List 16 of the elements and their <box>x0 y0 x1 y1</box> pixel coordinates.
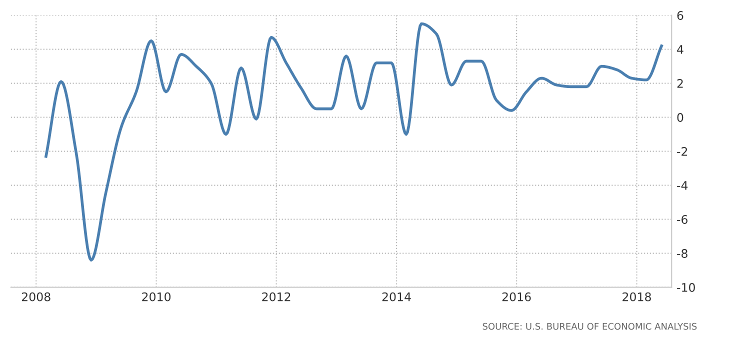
x-tick-label: 2018 <box>622 292 651 302</box>
x-tick-label: 2016 <box>502 292 531 302</box>
x-tick-label: 2010 <box>142 292 171 302</box>
x-tick-label: 2012 <box>262 292 290 302</box>
y-tick-label: 6 <box>677 11 684 20</box>
y-tick-label: -8 <box>677 249 688 258</box>
x-tick-label: 2014 <box>382 292 411 302</box>
y-tick-label: -10 <box>677 283 695 292</box>
y-tick-label: -6 <box>677 215 688 224</box>
y-tick-label: 0 <box>677 113 684 122</box>
source-note: SOURCE: U.S. BUREAU OF ECONOMIC ANALYSIS <box>482 322 697 330</box>
y-tick-label: -4 <box>677 181 688 190</box>
y-tick-label: 4 <box>677 45 684 54</box>
y-tick-label: -2 <box>677 147 688 156</box>
y-tick-label: 2 <box>677 79 683 88</box>
x-tick-label: 2008 <box>22 292 50 302</box>
